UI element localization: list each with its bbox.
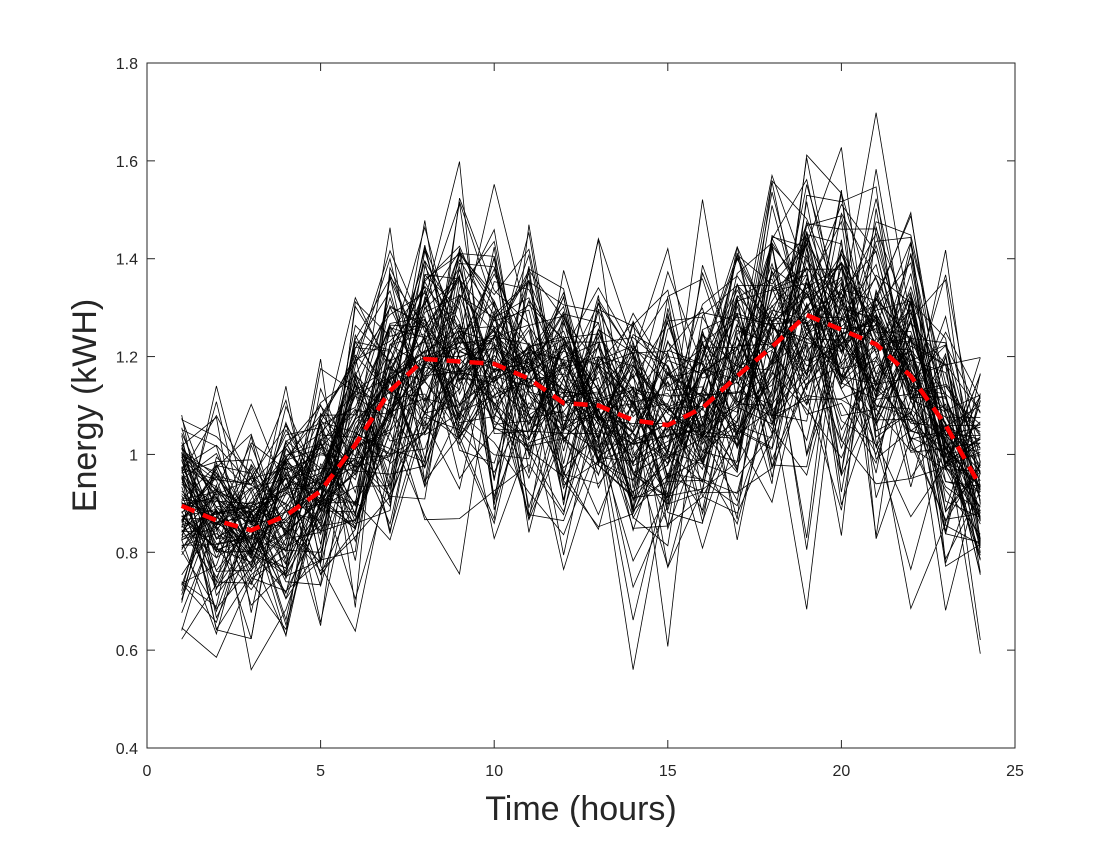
x-tick-label: 0 (143, 763, 152, 780)
x-axis-label: Time (hours) (485, 790, 676, 828)
sample-line (181, 201, 981, 640)
sample-line (181, 308, 981, 639)
y-tick-label: 1.6 (116, 154, 138, 171)
y-tick-label: 0.6 (116, 643, 138, 660)
sample-line (181, 262, 981, 540)
y-tick-label: 0.4 (116, 741, 138, 758)
sample-line (181, 309, 981, 592)
y-tick-label: 1.4 (116, 252, 138, 269)
sample-line (181, 224, 981, 606)
sample-line (181, 184, 981, 567)
x-tick-label: 20 (833, 763, 851, 780)
sample-line (181, 239, 981, 640)
sample-line (181, 190, 981, 539)
y-tick-label: 1.2 (116, 350, 138, 367)
ticks-group: 0 5 10 15 20 25 0.4 0.6 0.8 1 1.2 1.4 1.6 1.8 (116, 56, 1024, 780)
sample-line (181, 245, 981, 610)
sample-line (181, 277, 981, 580)
mean-line-group (180, 312, 983, 533)
y-axis-label: Energy (kWH) (66, 299, 104, 512)
x-tick-label: 5 (316, 763, 325, 780)
y-tick-label: 0.8 (116, 545, 138, 562)
sample-line (181, 198, 981, 595)
sample-line (181, 252, 981, 671)
sample-line (181, 292, 981, 601)
sample-line (181, 212, 981, 546)
axes-box (146, 62, 1016, 749)
sample-line (181, 279, 981, 576)
sample-line (181, 253, 981, 627)
sample-line (181, 157, 981, 633)
y-tick-label: 1 (129, 447, 138, 464)
sample-line (181, 226, 981, 569)
sample-line (181, 215, 981, 638)
sample-line (181, 240, 981, 636)
sample-line (181, 203, 981, 586)
sample-line (181, 285, 981, 576)
sample-line (181, 242, 981, 549)
sample-line (181, 220, 981, 525)
sample-line (181, 220, 981, 591)
sample-line (181, 147, 981, 610)
sample-line (181, 198, 981, 551)
sample-lines-group (181, 112, 981, 671)
y-tick-label: 1.8 (116, 56, 138, 73)
mean-line (180, 312, 983, 533)
x-tick-label: 10 (485, 763, 503, 780)
x-tick-label: 15 (659, 763, 677, 780)
x-tick-label: 25 (1006, 763, 1024, 780)
